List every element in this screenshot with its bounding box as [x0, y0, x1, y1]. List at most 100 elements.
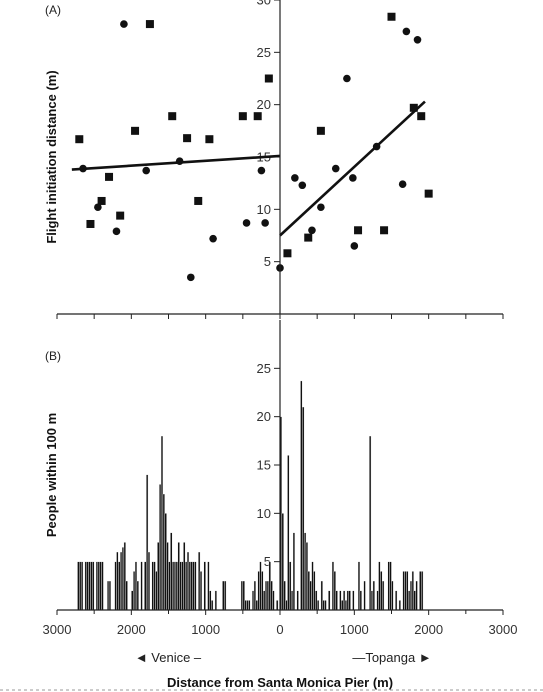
histogram-bar: [307, 571, 310, 611]
circle-point: [261, 219, 269, 227]
histogram-bar: [125, 580, 128, 611]
histogram-bar: [389, 561, 392, 611]
histogram-bar: [170, 532, 173, 611]
panel-b-y-tick-label: 15: [257, 458, 271, 473]
panel-b-bars: [77, 380, 424, 611]
circle-point: [413, 35, 422, 44]
histogram-bar: [88, 561, 91, 611]
histogram-bar: [283, 580, 286, 611]
histogram-bar: [311, 561, 314, 611]
panel-b-x-tick-label: 1000: [191, 622, 220, 637]
panel-b-x-tick-label: 2000: [117, 622, 146, 637]
histogram-bar: [242, 580, 245, 611]
histogram-bar: [370, 590, 374, 611]
direction-label-topanga: —Topanga ►: [352, 650, 431, 665]
square-point: [380, 226, 389, 235]
panel-b-y-tick-label: 10: [257, 506, 271, 521]
histogram-bar: [84, 561, 87, 611]
histogram-bar: [199, 571, 203, 611]
histogram-bar: [268, 561, 271, 611]
panel-b-y-tick-label: 20: [257, 409, 271, 424]
histogram-bar: [246, 600, 249, 611]
histogram-bar: [406, 571, 409, 611]
histogram-bar: [270, 580, 273, 611]
histogram-bar: [296, 590, 299, 611]
panel-a-scatter: (A) Flight initiation distance (m) 51015…: [44, 0, 504, 319]
histogram-bar: [372, 580, 375, 611]
panel-b-x-tick-label: 0: [276, 622, 283, 637]
histogram-bar: [255, 600, 258, 611]
panel-a-y-tick-label: 30: [257, 0, 271, 8]
panel-a-y-tick-label: 20: [257, 97, 271, 112]
panel-b-x-tick-label: 2000: [414, 622, 443, 637]
histogram-bar: [119, 551, 123, 611]
circle-point: [112, 227, 121, 236]
histogram-bar: [134, 561, 138, 611]
histogram-bar: [313, 571, 316, 611]
histogram-bar: [322, 600, 325, 611]
histogram-bar: [101, 561, 104, 611]
square-point: [304, 233, 313, 242]
panel-a-y-tick-label: 5: [264, 254, 271, 269]
histogram-bar: [305, 542, 309, 611]
histogram-bar: [415, 580, 418, 611]
circle-point: [257, 166, 266, 175]
square-point: [145, 20, 154, 29]
panel-a-y-tick-label: 10: [257, 202, 271, 217]
regression-line: [279, 100, 426, 237]
histogram-bar: [153, 561, 156, 611]
circle-point: [94, 203, 102, 212]
circle-point: [120, 20, 128, 28]
histogram-bar: [198, 551, 201, 611]
histogram-bar: [339, 590, 342, 611]
square-point: [86, 219, 95, 228]
panel-b-y-axis-label: People within 100 m: [44, 413, 59, 537]
histogram-bar: [95, 561, 99, 611]
histogram-bar: [99, 561, 102, 611]
histogram-bar: [106, 580, 110, 611]
circle-point: [317, 203, 325, 212]
histogram-bar: [253, 580, 257, 611]
histogram-bar: [177, 542, 180, 611]
histogram-bar: [408, 590, 411, 611]
histogram-bar: [257, 571, 260, 611]
histogram-bar: [183, 542, 186, 611]
histogram-bar: [224, 580, 227, 611]
circle-point: [175, 157, 184, 165]
histogram-bar: [144, 561, 147, 611]
panel-b-y-tick-label: 5: [264, 554, 271, 569]
circle-point: [331, 164, 340, 173]
histogram-bar: [324, 600, 327, 611]
histogram-bar: [409, 580, 413, 611]
panel-b-x-tick-label: 1000: [340, 622, 369, 637]
histogram-bar: [160, 435, 164, 611]
histogram-bar: [413, 590, 416, 611]
histogram-bar: [316, 600, 320, 611]
histogram-bar: [164, 513, 167, 611]
histogram-bar: [328, 590, 331, 611]
histogram-bar: [290, 590, 294, 611]
circle-point: [209, 234, 217, 243]
histogram-bar: [251, 590, 255, 611]
square-point: [97, 196, 106, 205]
x-axis-label: Distance from Santa Monica Pier (m): [167, 675, 393, 690]
direction-label-venice: ◄ Venice –: [135, 650, 202, 665]
circle-point: [343, 74, 351, 83]
square-point: [354, 226, 363, 235]
square-point: [105, 172, 114, 181]
histogram-bar: [261, 571, 264, 611]
square-point: [264, 74, 273, 83]
square-point: [417, 112, 426, 121]
histogram-bar: [264, 580, 268, 611]
histogram-bar: [369, 435, 372, 611]
histogram-bar: [108, 580, 112, 611]
panel-a-points: [75, 12, 433, 282]
histogram-bar: [309, 580, 312, 611]
histogram-bar: [419, 571, 422, 611]
circle-point: [79, 164, 87, 173]
circle-point: [372, 142, 381, 151]
histogram-bar: [421, 571, 424, 611]
histogram-bar: [159, 484, 162, 611]
histogram-bar: [302, 406, 305, 611]
histogram-bar: [140, 561, 143, 611]
